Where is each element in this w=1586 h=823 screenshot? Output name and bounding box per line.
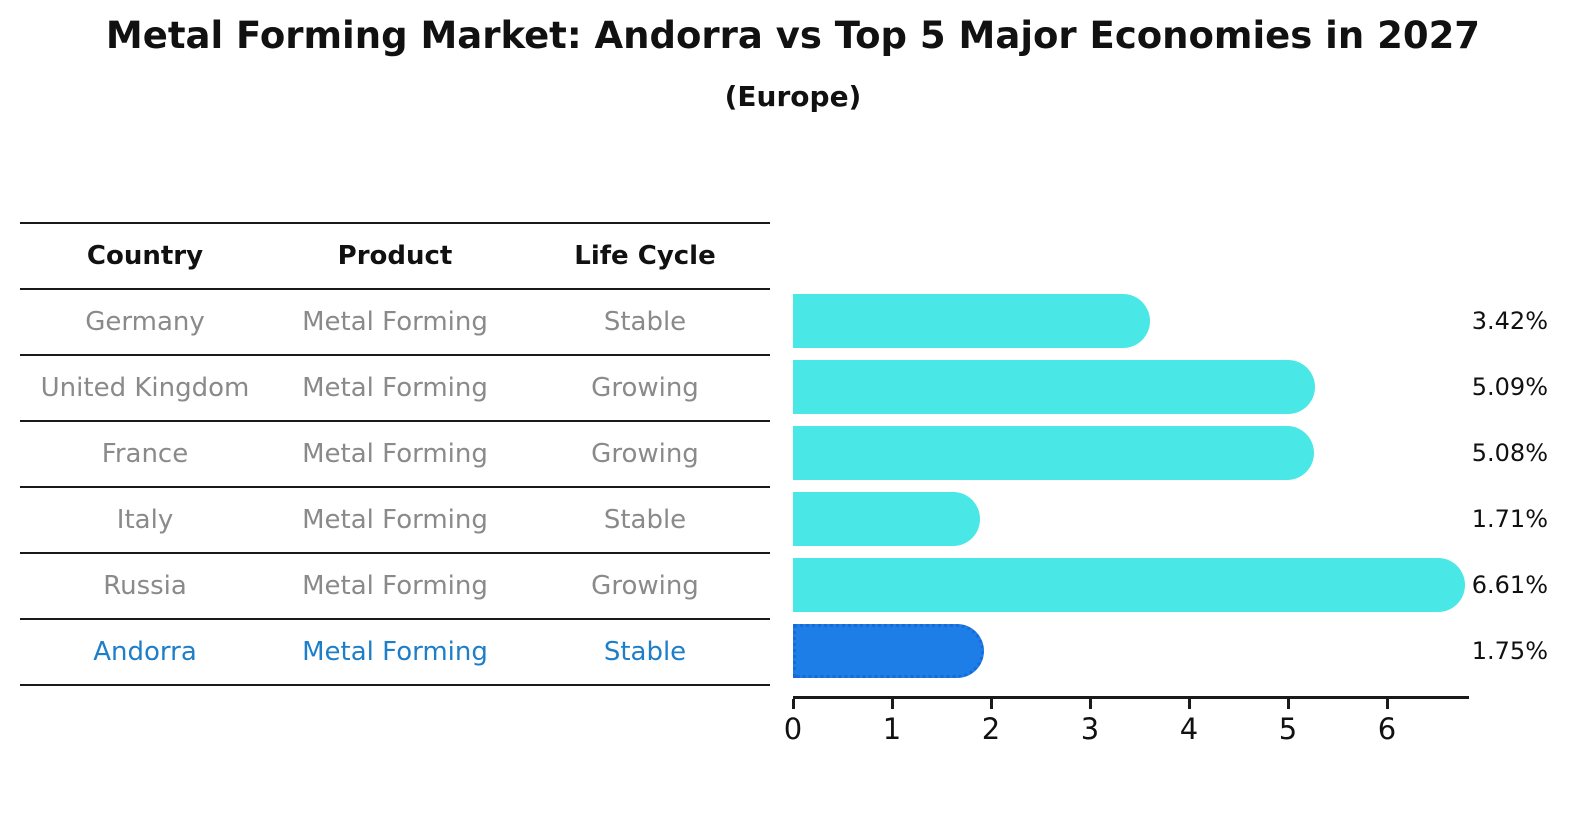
table-row: France Metal Forming Growing xyxy=(20,422,770,488)
cell-product: Metal Forming xyxy=(302,637,488,667)
cell-country: Germany xyxy=(85,307,205,337)
cell-product: Metal Forming xyxy=(302,505,488,535)
table-body: Germany Metal Forming Stable United King… xyxy=(20,290,770,686)
cell-life-cycle: Growing xyxy=(591,439,699,469)
cell-product: Metal Forming xyxy=(302,307,488,337)
header-cell-life-cycle: Life Cycle xyxy=(574,241,716,271)
x-axis-tick-label: 3 xyxy=(1080,712,1100,746)
x-axis-tick-label: 6 xyxy=(1377,712,1397,746)
x-axis-tick xyxy=(791,699,795,709)
cell-life-cycle: Stable xyxy=(603,505,687,535)
cell-product: Metal Forming xyxy=(302,373,488,403)
table-row: Italy Metal Forming Stable xyxy=(20,488,770,554)
x-axis-tick xyxy=(1088,699,1092,709)
table-row: Russia Metal Forming Growing xyxy=(20,554,770,620)
cell-life-cycle: Stable xyxy=(603,307,687,337)
cell-life-cycle: Growing xyxy=(591,373,699,403)
x-axis-tick xyxy=(989,699,993,709)
bar-andorra xyxy=(793,624,985,678)
value-label-italy: 1.71% xyxy=(1471,505,1548,533)
comparison-table: Country Product Life Cycle Germany Metal… xyxy=(20,222,770,686)
header-cell-country: Country xyxy=(86,241,204,271)
x-axis-tick-label: 1 xyxy=(882,712,902,746)
header-cell-product: Product xyxy=(337,241,453,271)
chart-title: Metal Forming Market: Andorra vs Top 5 M… xyxy=(105,14,1481,57)
x-axis-line xyxy=(793,696,1469,699)
x-axis-tick-label: 2 xyxy=(981,712,1001,746)
x-axis-tick xyxy=(1385,699,1389,709)
bar-germany xyxy=(793,294,1150,348)
value-label-united-kingdom: 5.09% xyxy=(1471,373,1548,401)
value-label-germany: 3.42% xyxy=(1471,307,1548,335)
bar-russia xyxy=(793,558,1466,612)
value-label-russia: 6.61% xyxy=(1471,571,1548,599)
cell-product: Metal Forming xyxy=(302,439,488,469)
bar-italy xyxy=(793,492,981,546)
chart-subtitle: (Europe) xyxy=(724,80,862,113)
table-header-row: Country Product Life Cycle xyxy=(20,224,770,290)
cell-country: France xyxy=(101,439,189,469)
x-axis-tick-label: 5 xyxy=(1278,712,1298,746)
x-axis-tick xyxy=(1187,699,1191,709)
cell-life-cycle: Stable xyxy=(603,637,687,667)
table-row: Andorra Metal Forming Stable xyxy=(20,620,770,686)
cell-country: Italy xyxy=(116,505,174,535)
bar-united-kingdom xyxy=(793,360,1315,414)
cell-country: Russia xyxy=(103,571,187,601)
x-axis-tick-label: 0 xyxy=(783,712,803,746)
value-label-andorra: 1.75% xyxy=(1471,637,1548,665)
cell-country: United Kingdom xyxy=(40,373,250,403)
bar-france xyxy=(793,426,1314,480)
table-row: United Kingdom Metal Forming Growing xyxy=(20,356,770,422)
x-axis-tick-label: 4 xyxy=(1179,712,1199,746)
x-axis-tick xyxy=(1286,699,1290,709)
value-label-france: 5.08% xyxy=(1471,439,1548,467)
cell-product: Metal Forming xyxy=(302,571,488,601)
cell-life-cycle: Growing xyxy=(591,571,699,601)
x-axis-tick xyxy=(890,699,894,709)
table-row: Germany Metal Forming Stable xyxy=(20,290,770,356)
cell-country: Andorra xyxy=(93,637,197,667)
